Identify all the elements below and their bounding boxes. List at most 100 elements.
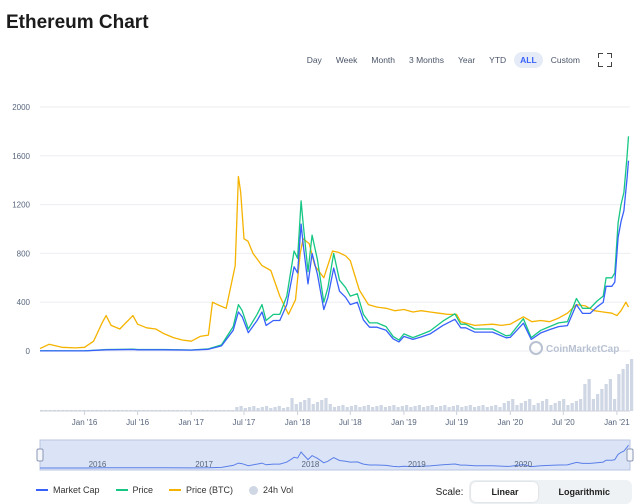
volume-bar [383,407,388,411]
series-line-price[interactable] [39,136,630,352]
volume-bar [506,401,511,411]
volume-bar [570,403,574,411]
y-tick-label: 1600 [12,152,30,161]
y-tick-label: 2000 [12,103,30,112]
navigator-year-label: 2017 [195,460,213,469]
series-line-price-btc[interactable] [39,175,630,350]
volume-bar [362,406,366,411]
volume-bar [281,408,286,411]
series-line-market-cap[interactable] [40,160,630,352]
navigator-year-label: 2020 [514,460,532,469]
volume-bar [519,403,523,411]
volume-bar [443,405,447,411]
fullscreen-icon[interactable] [598,53,612,67]
legend-item-market-cap[interactable]: Market Cap [36,485,100,495]
volume-bar [489,406,494,411]
scale-logarithmic-button[interactable]: Logarithmic [558,487,610,497]
volume-bar [375,406,379,411]
range-3-months-button[interactable]: 3 Months [409,55,444,65]
legend-label: Market Cap [53,485,100,495]
volume-bar [511,399,515,411]
volume-bar [557,401,562,411]
volume-bar [438,406,443,411]
volume-bar [566,405,570,411]
x-tick-label: Jan '20 [497,418,523,427]
volume-bar [608,379,612,411]
volume-bar [294,404,298,411]
volume-bar [392,405,396,411]
volume-bar [247,407,252,411]
volume-bar [235,407,239,411]
volume-bar [485,407,489,411]
x-tick-label: Jul '20 [552,418,575,427]
volume-bar [502,403,506,411]
range-day-button[interactable]: Day [306,55,322,65]
legend-item-price-btc[interactable]: Price (BTC) [169,485,233,495]
legend-swatch [115,489,128,491]
legend-item-24h-vol[interactable]: 24h Vol [249,485,293,495]
volume-bar [434,407,438,411]
volume-bar [481,405,485,411]
legend: Market Cap Price Price (BTC) 24h Vol [36,485,293,495]
volume-bar [574,401,579,411]
volume-bar [430,405,434,411]
time-range-selector: Day Week Month 3 Months Year YTD ALL Cus… [301,52,612,68]
range-week-button[interactable]: Week [335,55,358,65]
range-year-button[interactable]: Year [457,55,476,65]
volume-bar [413,406,417,411]
legend-swatch [36,489,48,491]
volume-bar [447,407,451,411]
volume-bar [532,405,536,411]
navigator-left-handle[interactable] [36,448,44,462]
x-tick-label: Jul '17 [233,418,256,427]
y-tick-label: 400 [17,298,31,307]
coinmarketcap-watermark: CoinMarketCap [529,341,619,355]
range-custom-button[interactable]: Custom [550,55,580,65]
volume-bar [320,400,324,411]
y-tick-label: 0 [26,347,31,356]
range-month-button[interactable]: Month [371,55,396,65]
volume-bar [303,400,307,411]
volume-bar [349,406,354,411]
navigator-year-label: 2016 [89,460,107,469]
volume-bar [324,398,328,411]
x-tick-label: Jul '19 [445,418,468,427]
volume-bar [388,406,392,411]
legend-label: Price [132,485,154,495]
navigator-window [39,439,631,471]
volume-bar [545,399,549,411]
volume-bar [596,394,600,411]
volume-bar [587,379,591,411]
x-tick-label: Jul '16 [126,418,149,427]
volume-bar [354,405,358,411]
scale-linear-button[interactable]: Linear [471,482,539,502]
volume-bar [579,399,583,411]
volume-bar [400,406,404,411]
navigator-right-handle[interactable] [626,448,634,462]
ethereum-chart[interactable]: 0 400 800 1200 1600 2000 Jan '16 Jul '16 Jan '1… [0,0,640,480]
range-ytd-button[interactable]: YTD [489,55,507,65]
volume-bar [426,406,430,411]
range-all-button[interactable]: ALL [514,52,543,68]
volume-bar [498,407,502,411]
volume-bar [455,405,460,411]
coinmarketcap-logo-icon [529,341,543,355]
volume-bar [243,408,247,411]
volume-bar [460,407,464,411]
navigator-series-line [40,444,629,469]
volume-bar [345,407,349,411]
legend-item-price[interactable]: Price [115,485,154,495]
volume-bar [583,384,587,411]
x-tick-label: Jan '16 [72,418,98,427]
navigator[interactable]: 2016 2017 2018 2019 2020 [36,439,634,471]
volume-bar [290,398,294,411]
volume-bar [477,406,481,411]
volume-bar [604,384,608,411]
volume-bar [256,408,260,411]
watermark-text: CoinMarketCap [546,344,619,355]
legend-swatch [169,489,182,491]
volume-bar [536,403,540,411]
volume-bar [337,406,341,411]
volume-bar [528,399,532,411]
volume-bar [311,404,315,411]
